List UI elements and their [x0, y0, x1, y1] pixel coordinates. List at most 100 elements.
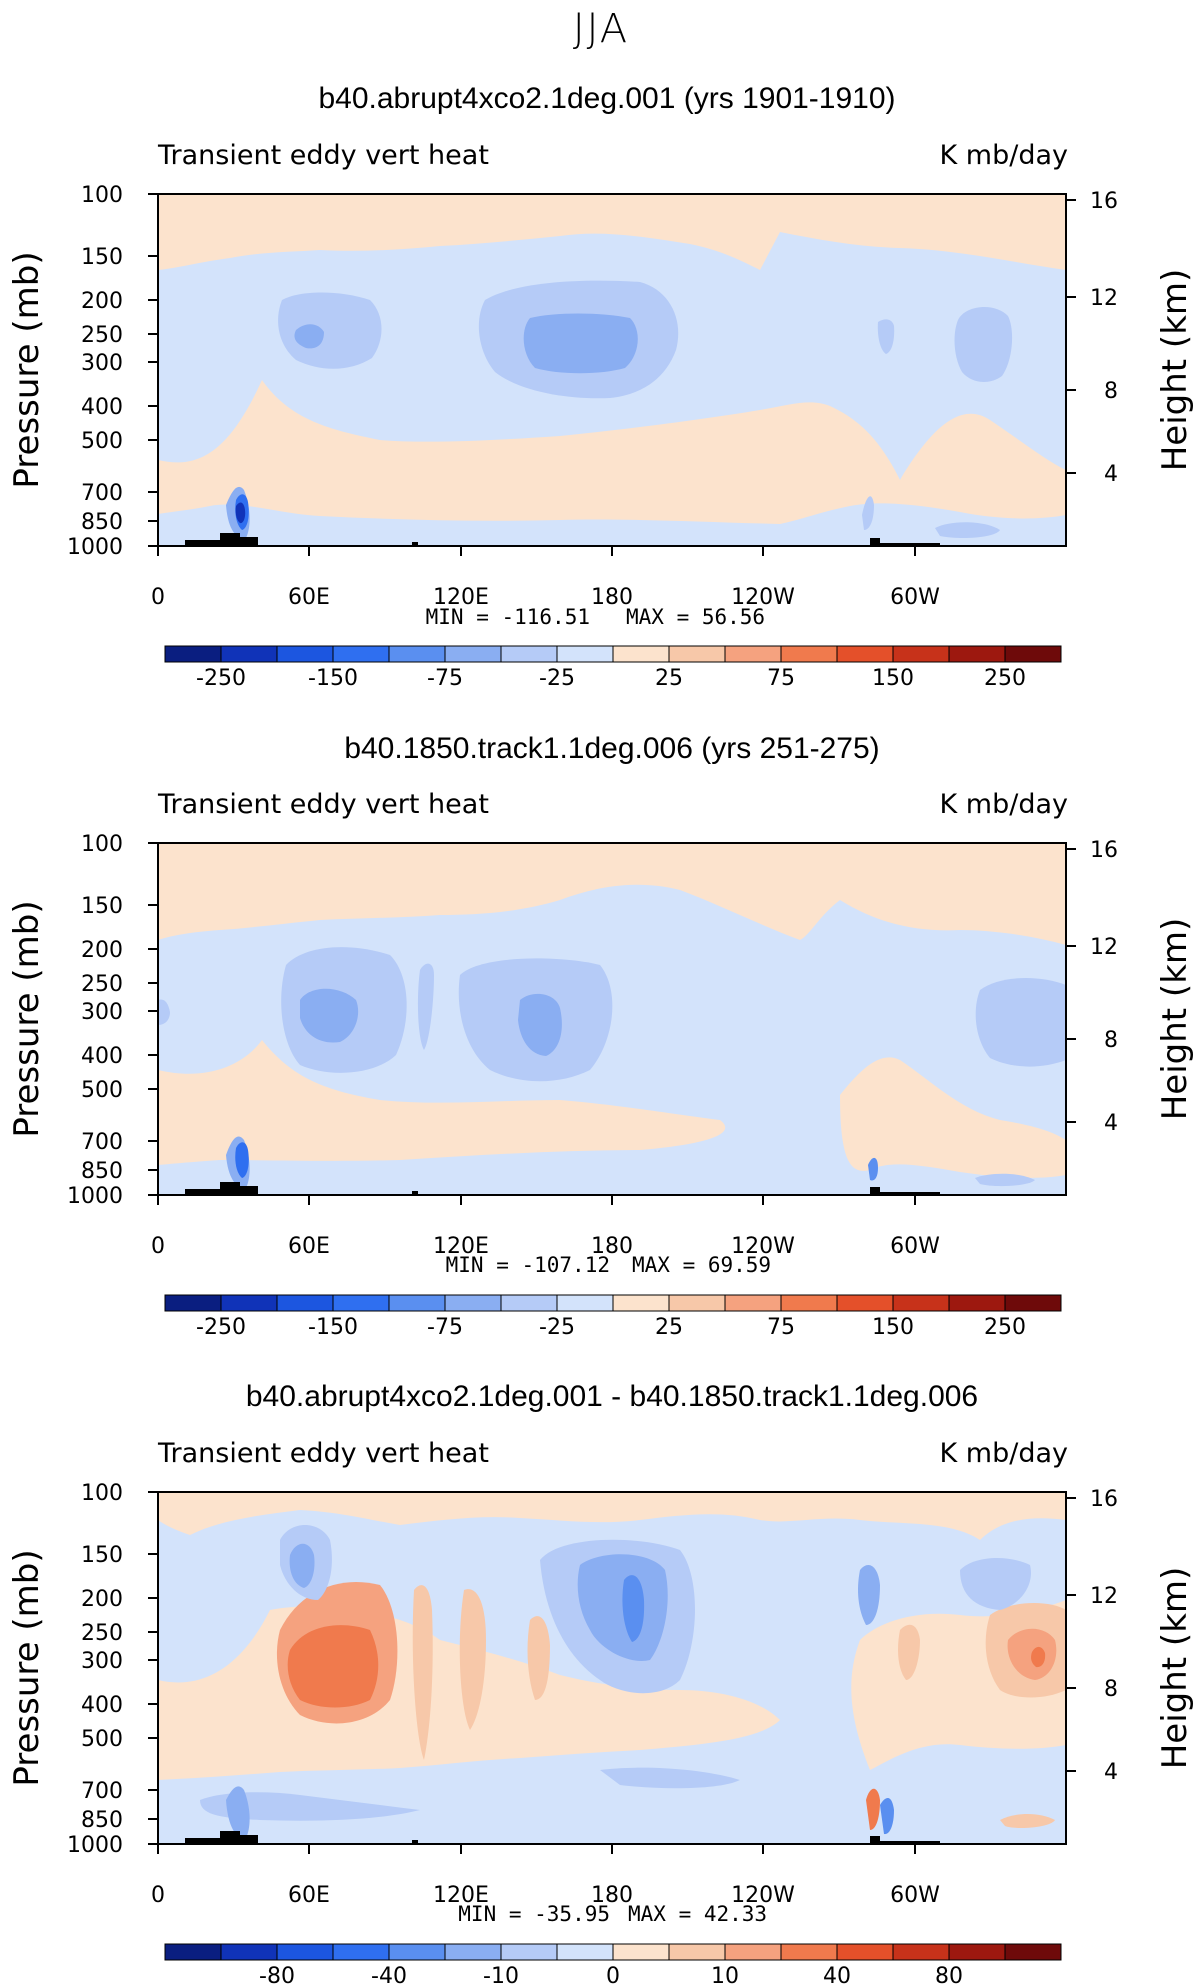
- y-tick-label: 1000: [67, 1833, 123, 1858]
- cool-cell: [935, 522, 1000, 538]
- panel-title: b40.abrupt4xco2.1deg.001 - b40.1850.trac…: [246, 1380, 978, 1413]
- colorbar-box: [388, 1294, 446, 1312]
- x-axis: 0 60E 120E 180 120W 60W: [151, 1844, 940, 1908]
- colorbar-box: [668, 1294, 726, 1312]
- colorbar-label: -10: [483, 1964, 519, 1987]
- cool-core: [235, 1142, 249, 1178]
- colorbar-label: 75: [767, 666, 795, 691]
- x-tick-label: 180: [591, 1234, 633, 1259]
- colorbar: -250 -150 -75 -25 25 75 150 250: [164, 645, 1062, 691]
- y-axis-right: 16 12 8 4 Height (km): [1066, 838, 1195, 1136]
- colorbar-box: [836, 1943, 894, 1961]
- x-tick-label: 0: [151, 585, 165, 610]
- x-tick-label: 0: [151, 1234, 165, 1259]
- height-tick-label: 12: [1090, 286, 1118, 311]
- height-tick-label: 4: [1104, 1111, 1118, 1136]
- y-tick-label: 400: [81, 1044, 123, 1069]
- x-tick-label: 0: [151, 1883, 165, 1908]
- colorbar-box: [500, 1943, 558, 1961]
- colorbar-box: [948, 1294, 1006, 1312]
- cool-cell: [877, 319, 895, 354]
- colorbar-box: [948, 645, 1006, 663]
- units-label: K mb/day: [940, 789, 1069, 820]
- y-tick-label: 100: [81, 832, 123, 857]
- colorbar-label: 150: [872, 666, 914, 691]
- topography: [185, 533, 258, 546]
- colorbar-label: -80: [259, 1964, 295, 1987]
- warm-core: [866, 1788, 880, 1830]
- colorbar-box: [388, 1943, 446, 1961]
- colorbar-label: -25: [539, 666, 575, 691]
- lower-warm-region: [840, 1057, 1066, 1178]
- colorbar-box: [220, 1943, 278, 1961]
- variable-label: Transient eddy vert heat: [157, 140, 489, 171]
- y-tick-label: 250: [81, 1621, 123, 1646]
- warm-cell: [459, 1589, 486, 1730]
- x-tick-label: 120W: [731, 585, 795, 610]
- plot-area: [157, 1491, 1067, 1845]
- warm-cell: [898, 1624, 920, 1680]
- colorbar-box: [612, 645, 670, 663]
- y-axis-title: Pressure (mb): [7, 900, 47, 1137]
- colorbar-box: [892, 1294, 950, 1312]
- colorbar-boxes: [164, 1294, 1062, 1312]
- y-tick-label: 850: [81, 1159, 123, 1184]
- topography: [185, 1182, 258, 1195]
- y-axis-left: 100 150 200 250 300 400 500 700 850 1000…: [7, 183, 158, 560]
- units-label: K mb/day: [940, 1438, 1069, 1469]
- colorbar-box: [612, 1294, 670, 1312]
- y-tick-label: 200: [81, 289, 123, 314]
- cool-core: [868, 1157, 878, 1181]
- x-tick-label: 120E: [433, 1883, 489, 1908]
- warm-core: [1031, 1646, 1046, 1668]
- upper-warm-region: [158, 1492, 1066, 1540]
- cool-cell: [417, 963, 434, 1050]
- colorbar-label: 25: [655, 666, 683, 691]
- warm-cell: [412, 1585, 433, 1760]
- height-tick-label: 16: [1090, 189, 1118, 214]
- colorbar-box: [724, 1294, 782, 1312]
- min-value: MIN = -107.12: [446, 1253, 610, 1277]
- cool-cell: [200, 1792, 420, 1821]
- x-axis: 0 60E 120E 180 120W 60W: [151, 1195, 940, 1259]
- x-tick-label: 180: [591, 585, 633, 610]
- colorbar-box: [892, 1943, 950, 1961]
- colorbar-box: [220, 1294, 278, 1312]
- topography: [870, 1836, 940, 1844]
- y-tick-label: 850: [81, 510, 123, 535]
- topography: [185, 1831, 258, 1844]
- colorbar-box: [668, 645, 726, 663]
- height-tick-label: 16: [1090, 838, 1118, 863]
- colorbar-box: [1004, 1943, 1062, 1961]
- colorbar-box: [332, 1943, 390, 1961]
- cool-cell: [960, 1558, 1031, 1610]
- cool-cell: [862, 496, 874, 530]
- cool-cell: [600, 1767, 740, 1789]
- max-value: MAX = 42.33: [628, 1902, 767, 1926]
- x-tick-label: 60E: [288, 1234, 330, 1259]
- colorbar-box: [500, 1294, 558, 1312]
- colorbar-box: [724, 1943, 782, 1961]
- cool-cell: [858, 1565, 880, 1625]
- colorbar-box: [612, 1943, 670, 1961]
- height-tick-label: 4: [1104, 462, 1118, 487]
- colorbar-box: [220, 645, 278, 663]
- height-tick-label: 16: [1090, 1487, 1118, 1512]
- colorbar-label: 80: [935, 1964, 963, 1987]
- colorbar-label: 150: [872, 1315, 914, 1340]
- x-tick-label: 60W: [890, 1883, 940, 1908]
- colorbar-box: [276, 1294, 334, 1312]
- y-tick-label: 700: [81, 1130, 123, 1155]
- colorbar-label: -75: [427, 1315, 463, 1340]
- lower-warm-region: [158, 1040, 726, 1165]
- figure-title: JJA: [573, 6, 629, 52]
- colorbar-label: 40: [823, 1964, 851, 1987]
- right-axis-title: Height (km): [1155, 918, 1195, 1121]
- colorbar-label: 250: [984, 1315, 1026, 1340]
- colorbar-box: [556, 1294, 614, 1312]
- y-tick-label: 150: [81, 245, 123, 270]
- cool-cell: [975, 1173, 1035, 1187]
- max-value: MAX = 56.56: [626, 605, 765, 629]
- colorbar-box: [780, 645, 838, 663]
- colorbar-box: [444, 645, 502, 663]
